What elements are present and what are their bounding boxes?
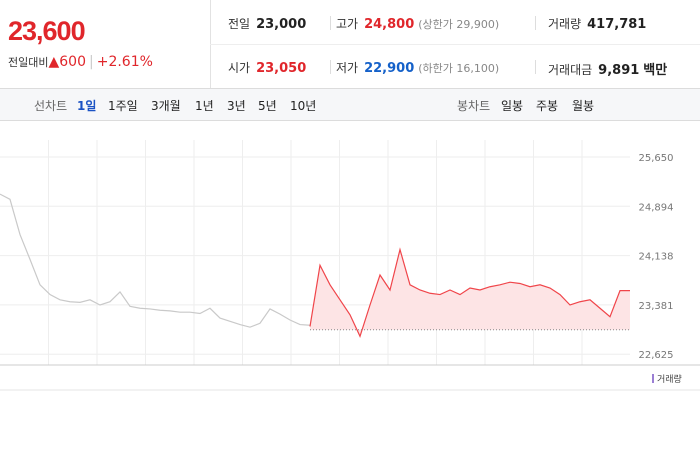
summary-label: 저가 xyxy=(336,61,359,75)
tab[interactable]: 3년 xyxy=(227,99,246,113)
tab[interactable]: 주봉 xyxy=(536,99,559,113)
summary-value: 24,800 xyxy=(364,17,415,32)
tab[interactable]: 1일 xyxy=(77,99,97,113)
summary-value: 23,000 xyxy=(256,17,307,32)
tab[interactable]: 일봉 xyxy=(501,99,524,113)
summary-cell: 고가 24,800 (상한가 29,900) xyxy=(336,15,499,32)
summary-value: 417,781 xyxy=(587,17,647,32)
tab[interactable]: 10년 xyxy=(290,99,317,113)
current-price: 23,600 xyxy=(8,16,86,46)
tab[interactable]: 월봉 xyxy=(572,99,595,113)
change-label: 전일대비 xyxy=(8,56,49,69)
y-tick-label: 24,138 xyxy=(639,252,674,263)
y-tick-label: 25,650 xyxy=(639,153,674,164)
y-tick-label: 24,894 xyxy=(639,202,674,213)
summary-cell: 거래량 417,781 xyxy=(548,15,646,32)
summary-label: 고가 xyxy=(336,17,359,31)
tab-group-label: 선차트 xyxy=(34,99,68,113)
summary-cell: 시가 23,050 xyxy=(228,59,306,76)
summary-note: (상한가 29,900) xyxy=(418,18,500,31)
summary-label: 거래량 xyxy=(548,17,582,31)
y-tick-label: 22,625 xyxy=(639,350,674,361)
summary-label: 전일 xyxy=(228,17,251,31)
legend-swatch xyxy=(652,374,654,383)
summary-value: 22,900 xyxy=(364,61,415,76)
summary-note: (하한가 16,100) xyxy=(418,62,500,75)
price-line xyxy=(309,247,630,338)
tab-group-label: 봉차트 xyxy=(457,99,491,113)
summary-cell: 전일 23,000 xyxy=(228,15,306,32)
area xyxy=(310,249,630,337)
change-arrow: ▲ xyxy=(48,54,60,70)
summary-value: 9,891 xyxy=(598,63,640,78)
summary-cell: 거래대금 9,891 백만 xyxy=(548,59,667,78)
tab[interactable]: 1주일 xyxy=(108,99,138,113)
tab[interactable]: 1년 xyxy=(195,99,214,113)
summary-label: 거래대금 xyxy=(548,63,593,77)
summary-value: 23,050 xyxy=(256,61,307,76)
tab-bar: 선차트 1일 1주일 3개월 1년 3년 5년 10년 봉차트 일봉 주봉 월봉 xyxy=(0,88,700,121)
change-box: 전일대비▲600 | +2.61% xyxy=(8,54,153,70)
y-tick-label: 23,381 xyxy=(639,301,674,312)
price-line xyxy=(0,193,311,328)
tab[interactable]: 5년 xyxy=(258,99,277,113)
legend-label: 거래량 xyxy=(657,373,682,385)
tab[interactable]: 3개월 xyxy=(151,99,181,113)
summary-unit: 백만 xyxy=(643,63,668,78)
change: 600 xyxy=(59,54,86,70)
summary-label: 시가 xyxy=(228,61,251,75)
summary-cell: 저가 22,900 (하한가 16,100) xyxy=(336,59,499,76)
change-rate: +2.61% xyxy=(96,54,153,70)
